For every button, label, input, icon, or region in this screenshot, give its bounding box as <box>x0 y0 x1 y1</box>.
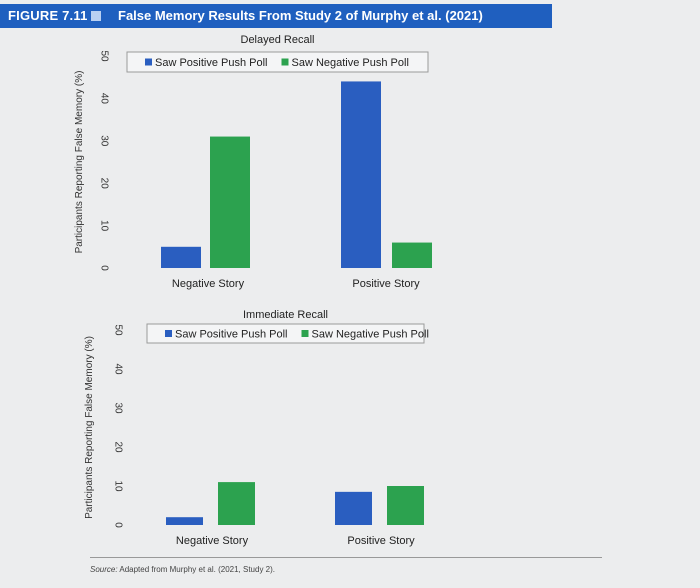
delayed-y-tick-label: 30 <box>98 135 109 147</box>
immediate-legend-label-negative: Saw Negative Push Poll <box>312 329 429 341</box>
immediate-y-tick-label: 40 <box>112 363 123 375</box>
delayed-y-tick-label: 50 <box>98 50 109 62</box>
immediate-bar-negative-negative-story <box>218 482 255 525</box>
immediate-bar-negative-positive-story <box>387 486 424 525</box>
delayed-y-tick-label: 10 <box>98 220 109 232</box>
immediate-y-axis-label: Participants Reporting False Memory (%) <box>84 336 95 519</box>
immediate-category-label: Negative Story <box>176 535 249 547</box>
source-note: Source: Adapted from Murphy et al. (2021… <box>90 565 275 574</box>
source-text: Adapted from Murphy et al. (2021, Study … <box>117 565 275 574</box>
immediate-y-tick-label: 30 <box>112 402 123 414</box>
figure-square-icon <box>91 11 101 21</box>
delayed-bar-positive-positive-story <box>341 81 381 268</box>
immediate-y-tick-label: 10 <box>112 480 123 492</box>
immediate-bar-positive-positive-story <box>335 491 372 525</box>
delayed-legend-label-positive: Saw Positive Push Poll <box>155 57 268 69</box>
immediate-legend-swatch-negative <box>301 330 309 337</box>
immediate-y-tick-label: 0 <box>112 522 123 528</box>
figure-header: FIGURE 7.11 False Memory Results From St… <box>0 4 552 28</box>
delayed-y-tick-label: 20 <box>98 178 109 190</box>
delayed-legend-box <box>126 51 429 73</box>
delayed-category-label: Positive Story <box>352 278 420 290</box>
immediate-y-tick-label: 20 <box>112 441 123 453</box>
immediate-y-tick-label: 50 <box>112 324 123 336</box>
immediate-legend-label-positive: Saw Positive Push Poll <box>175 329 288 341</box>
immediate-bar-positive-negative-story <box>166 517 203 525</box>
delayed-y-tick-label: 40 <box>98 93 109 105</box>
delayed-bar-negative-negative-story <box>210 136 250 268</box>
delayed-bar-positive-negative-story <box>161 246 201 268</box>
delayed-y-axis-label: Participants Reporting False Memory (%) <box>74 71 85 254</box>
delayed-y-tick-label: 0 <box>98 265 109 271</box>
delayed-legend-swatch-positive <box>145 58 152 66</box>
figure-title: False Memory Results From Study 2 of Mur… <box>118 8 483 23</box>
immediate-legend-box <box>146 323 425 344</box>
immediate-category-label: Positive Story <box>347 535 415 547</box>
source-divider <box>90 557 602 558</box>
immediate-chart-title: Immediate Recall <box>243 309 328 321</box>
delayed-legend-swatch-negative <box>281 58 289 66</box>
figure-label: FIGURE 7.11 <box>8 8 88 23</box>
delayed-bar-negative-positive-story <box>392 242 432 268</box>
delayed-chart-title: Delayed Recall <box>241 34 315 46</box>
source-prefix: Source: <box>90 565 118 574</box>
immediate-legend-swatch-positive <box>165 330 172 337</box>
delayed-category-label: Negative Story <box>172 278 245 290</box>
delayed-legend-label-negative: Saw Negative Push Poll <box>292 57 409 69</box>
